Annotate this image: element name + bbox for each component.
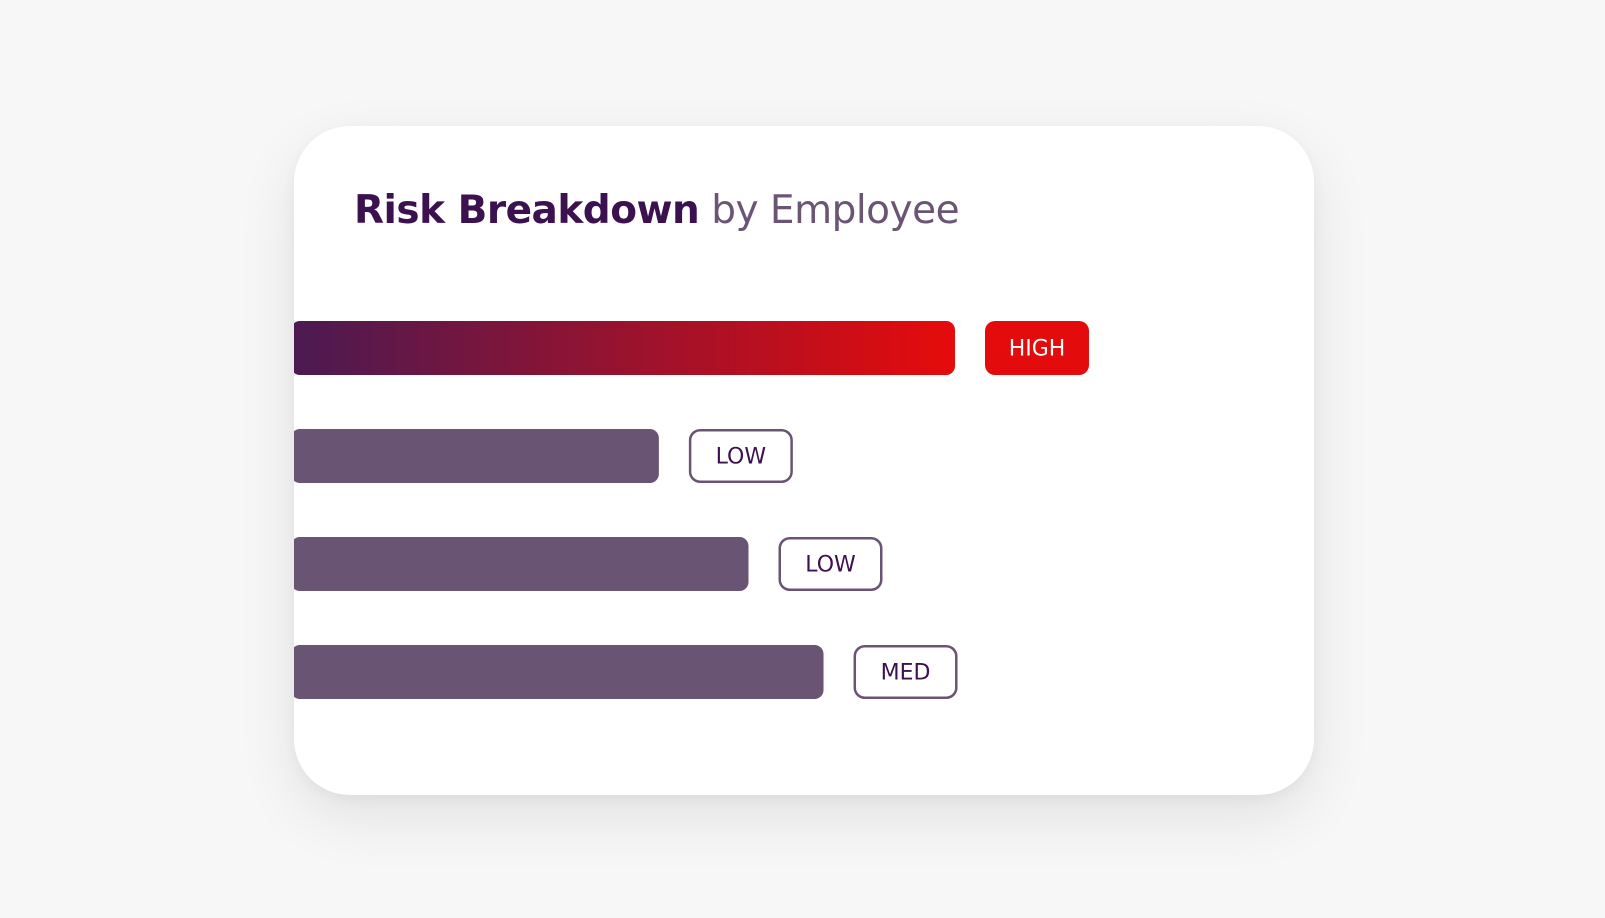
risk-badge-label: LOW xyxy=(716,445,767,470)
bar-2 xyxy=(294,429,659,483)
bar-group xyxy=(294,321,955,699)
risk-badge-2: LOW xyxy=(688,429,793,483)
bar-1 xyxy=(294,321,955,375)
risk-badge-box xyxy=(778,537,883,591)
card-title: Risk Breakdown by Employee xyxy=(354,182,960,240)
bar-3 xyxy=(294,537,749,591)
risk-badge-box xyxy=(985,321,1089,375)
risk-bar-chart: HIGH LOW LOW MED xyxy=(294,321,1089,699)
risk-badge-4: MED xyxy=(853,645,958,699)
card-title-strong: Risk Breakdown xyxy=(354,188,700,233)
risk-badge-label: MED xyxy=(881,661,931,686)
bar-4 xyxy=(294,645,824,699)
risk-badge-3: LOW xyxy=(778,537,883,591)
risk-badge-box xyxy=(853,645,958,699)
risk-badge-1: HIGH xyxy=(985,321,1089,375)
badge-group: HIGH LOW LOW MED xyxy=(688,321,1089,699)
risk-badge-label: LOW xyxy=(805,553,856,578)
risk-breakdown-card: Risk Breakdown by Employee HIGH LOW LOW MED xyxy=(294,126,1314,795)
risk-badge-label: HIGH xyxy=(1009,337,1066,362)
card-title-light: by Employee xyxy=(711,188,960,233)
risk-badge-box xyxy=(688,429,793,483)
